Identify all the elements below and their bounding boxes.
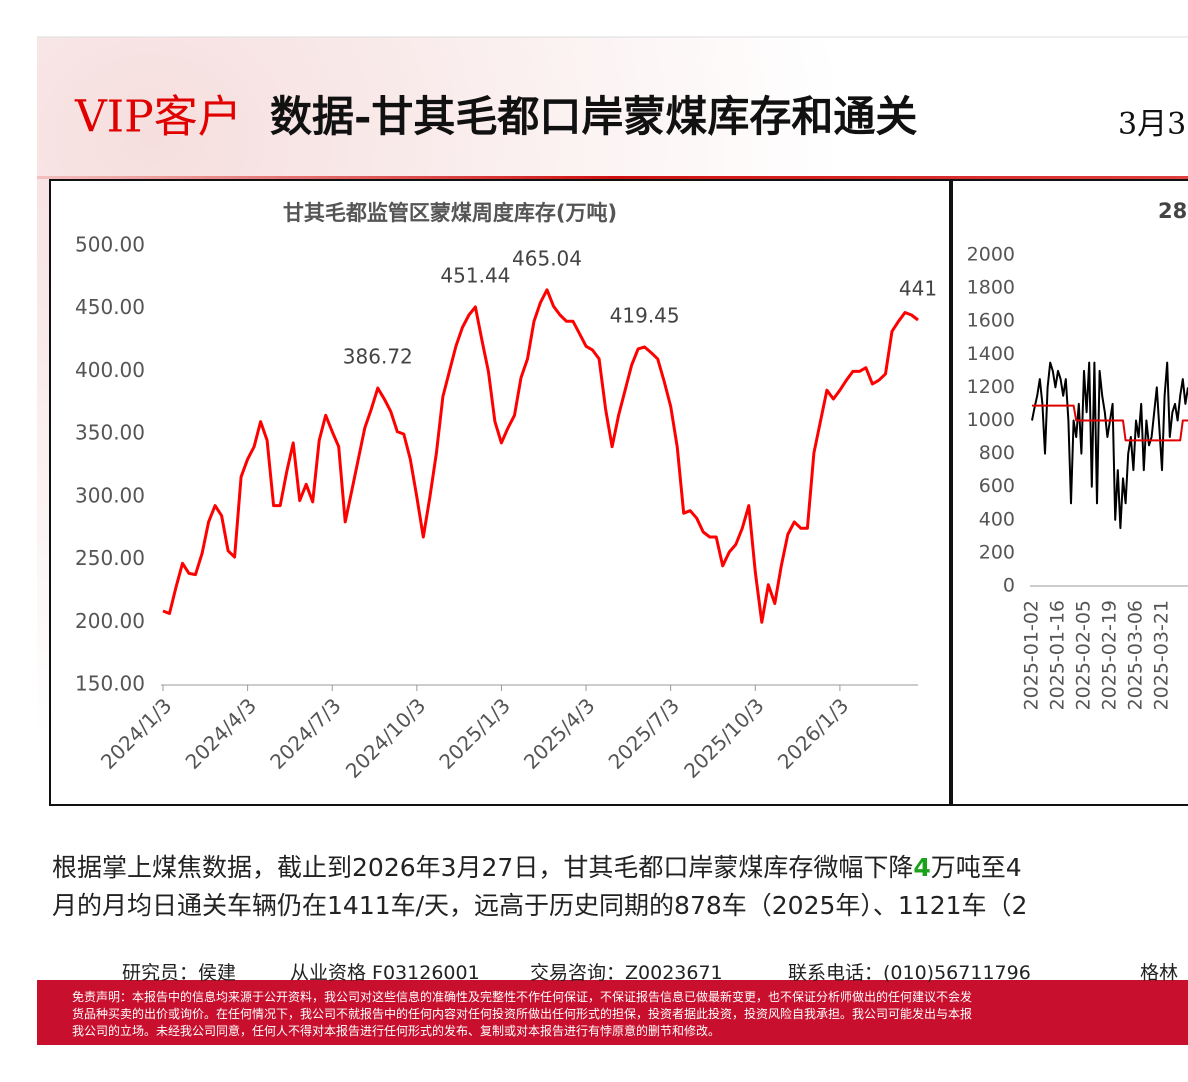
chart-title: 甘其毛都监管区蒙煤周度库存(万吨) bbox=[283, 201, 617, 225]
y-tick-label: 300.00 bbox=[75, 483, 145, 507]
title: 数据-甘其毛都口岸蒙煤库存和通关 bbox=[270, 92, 917, 141]
line-series bbox=[1032, 404, 1188, 442]
highlight: 4 bbox=[913, 853, 931, 882]
header-rule bbox=[37, 176, 1188, 179]
y-tick-label: 200.00 bbox=[75, 609, 145, 633]
title-date: 3月3 bbox=[1118, 107, 1186, 142]
y-tick-label: 1800 bbox=[967, 277, 1015, 299]
y-tick-label: 600 bbox=[979, 475, 1015, 497]
y-tick-label: 800 bbox=[979, 442, 1015, 464]
y-tick-label: 1000 bbox=[967, 409, 1015, 431]
x-tick-label: 2025-01-02 bbox=[1021, 600, 1043, 710]
company: 格林 bbox=[1140, 962, 1179, 984]
consulting: 交易咨询：Z0023671 bbox=[530, 962, 723, 984]
y-tick-label: 400 bbox=[979, 508, 1015, 530]
y-tick-label: 450.00 bbox=[75, 295, 145, 319]
y-tick-label: 350.00 bbox=[75, 421, 145, 445]
x-tick-label: 2025-03-06 bbox=[1125, 600, 1147, 710]
x-tick-label: 2025-03-21 bbox=[1151, 600, 1173, 710]
summary-line: 月的月均日通关车辆仍在1411车/天，远高于历史同期的878车（2025年）、1… bbox=[52, 891, 1028, 920]
data-label: 386.72 bbox=[343, 345, 413, 369]
data-label: 419.45 bbox=[610, 304, 680, 328]
data-label: 451.44 bbox=[440, 263, 510, 287]
y-tick-label: 1600 bbox=[967, 310, 1015, 332]
y-tick-label: 2000 bbox=[967, 244, 1015, 266]
disclaimer-band bbox=[37, 980, 1188, 1045]
y-tick-label: 250.00 bbox=[75, 546, 145, 570]
title-highlight: VIP客户 bbox=[74, 92, 242, 143]
x-tick-label: 2025-02-05 bbox=[1073, 600, 1095, 710]
y-tick-label: 400.00 bbox=[75, 358, 145, 382]
disclaimer-line: 货品种买卖的出价或询价。在任何情况下，我公司不就报告中的任何内容对任何投资所做出… bbox=[72, 1007, 973, 1021]
y-tick-label: 1400 bbox=[967, 343, 1015, 365]
phone: 联系电话：(010)56711796 bbox=[788, 962, 1031, 984]
disclaimer-line: 免责声明：本报告中的信息均来源于公开资料，我公司对这些信息的准确性及完整性不作任… bbox=[72, 990, 973, 1004]
disclaimer-line: 我公司的立场。未经我公司同意，任何人不得对本报告进行任何形式的发布、复制或对本报… bbox=[72, 1024, 721, 1038]
y-tick-label: 150.00 bbox=[75, 672, 145, 696]
text: 根据掌上煤焦数据，截止到2026年3月27日，甘其毛都口岸蒙煤库存微幅下降 bbox=[52, 853, 914, 882]
researcher: 研究员：侯建 bbox=[122, 962, 237, 984]
chart-title: 28 bbox=[1158, 199, 1187, 223]
chart-frame bbox=[49, 179, 951, 806]
y-tick-label: 1200 bbox=[967, 376, 1015, 398]
y-tick-label: 0 bbox=[1003, 575, 1015, 597]
x-tick-label: 2025-02-19 bbox=[1099, 600, 1121, 710]
y-tick-label: 500.00 bbox=[75, 233, 145, 257]
y-tick-label: 200 bbox=[979, 541, 1015, 563]
line-series bbox=[162, 288, 919, 624]
qualification: 从业资格 F03126001 bbox=[290, 962, 480, 984]
data-label: 441 bbox=[899, 277, 937, 301]
x-tick-label: 2025-01-16 bbox=[1047, 600, 1069, 710]
text: 万吨至4 bbox=[930, 853, 1022, 882]
data-label: 465.04 bbox=[512, 246, 582, 270]
summary-line: 根据掌上煤焦数据，截止到2026年3月27日，甘其毛都口岸蒙煤库存微幅下降4万吨… bbox=[52, 848, 1022, 884]
